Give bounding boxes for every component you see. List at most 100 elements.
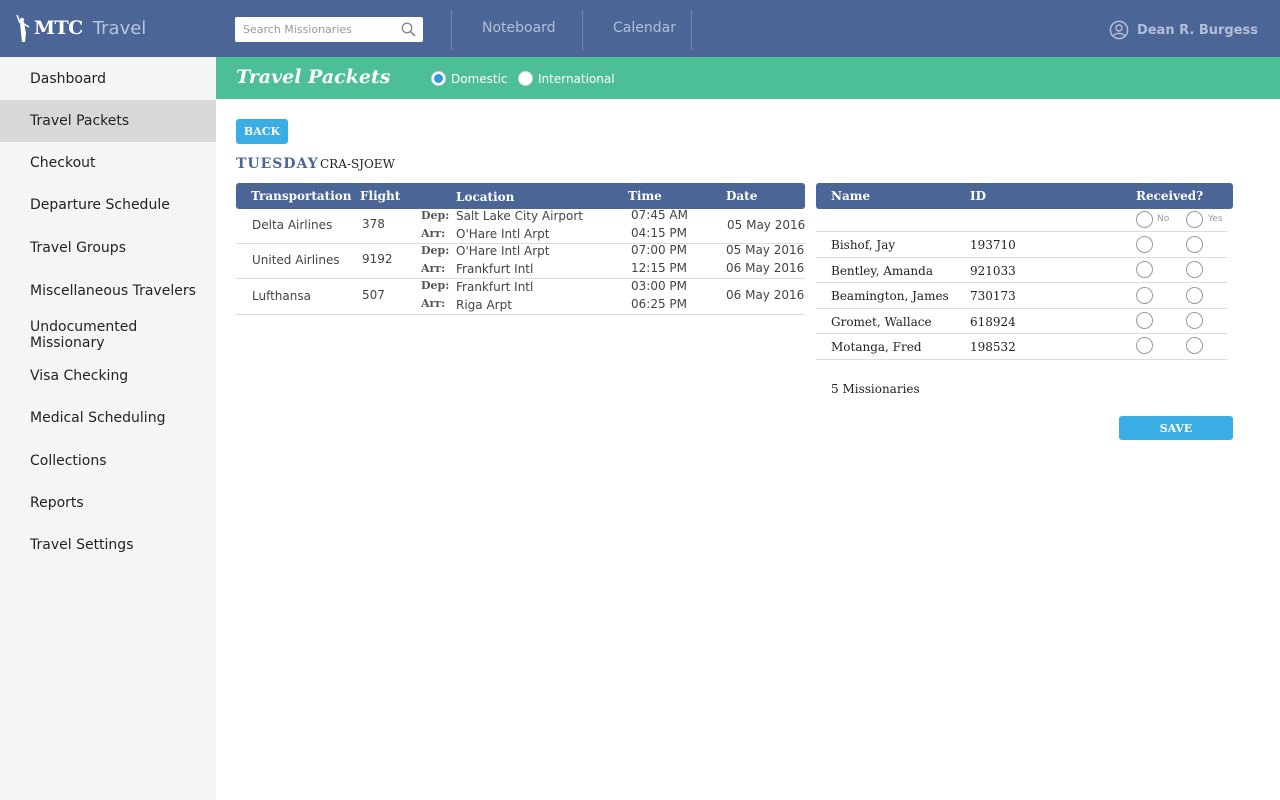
flights-table-header: Transportation Flight Location Time Date: [236, 183, 805, 209]
missionary-name-cell: Gromet, Wallace: [831, 315, 932, 329]
sidebar-item-travel-packets[interactable]: Travel Packets: [0, 100, 216, 142]
sidebar-item-dashboard[interactable]: Dashboard: [30, 71, 106, 87]
column-header-flight: Flight: [360, 189, 401, 203]
sidebar-item-reports[interactable]: Reports: [30, 495, 84, 511]
page-header: Travel Packets Domestic International: [216, 57, 1280, 99]
missionary-name-cell: Motanga, Fred: [831, 340, 922, 354]
received-yes-radio[interactable]: [1186, 236, 1203, 253]
received-yes-radio[interactable]: [1186, 287, 1203, 304]
app-name: Travel: [92, 17, 147, 39]
arr-date-cell: 06 May 2016: [726, 261, 805, 275]
received-yes-radio[interactable]: [1186, 337, 1203, 354]
dep-time-cell: 07:00 PM: [631, 243, 687, 257]
missionary-name-cell: Bishof, Jay: [831, 238, 896, 252]
flight-cell: 507: [362, 288, 385, 302]
arr-time-cell: 12:15 PM: [631, 261, 687, 275]
carrier-cell: United Airlines: [252, 253, 340, 267]
row-divider: [816, 308, 1227, 309]
missionary-id-cell: 193710: [970, 238, 1016, 252]
back-button[interactable]: BACK: [236, 119, 288, 144]
date-cell: 06 May 2016: [726, 288, 805, 302]
column-header-received: Received?: [1136, 189, 1204, 203]
received-no-radio[interactable]: [1136, 236, 1153, 253]
top-bar: MTC Travel Noteboard Calendar Dean R. Bu…: [0, 0, 1280, 57]
dep-time-cell: 03:00 PM: [631, 279, 687, 293]
column-header-transportation: Transportation: [251, 189, 352, 203]
user-avatar-icon: [1109, 20, 1129, 40]
arr-label: Arr:: [421, 297, 446, 310]
missionary-id-cell: 198532: [970, 340, 1016, 354]
international-label: International: [538, 71, 615, 86]
received-yes-radio[interactable]: [1186, 312, 1203, 329]
search-box: [235, 17, 423, 42]
received-yes-all-radio[interactable]: [1186, 211, 1203, 228]
missionary-id-cell: 730173: [970, 289, 1016, 303]
domestic-label: Domestic: [451, 71, 508, 86]
row-divider: [816, 282, 1227, 283]
carrier-cell: Lufthansa: [252, 289, 311, 303]
option-international[interactable]: International: [518, 71, 615, 86]
nav-noteboard[interactable]: Noteboard: [482, 20, 556, 36]
received-no-radio[interactable]: [1136, 312, 1153, 329]
arr-time-cell: 04:15 PM: [631, 226, 687, 240]
domestic-radio[interactable]: [431, 71, 446, 86]
missionary-name-cell: Beamington, James: [831, 289, 949, 303]
column-header-time: Time: [628, 189, 662, 203]
arr-label: Arr:: [421, 262, 446, 275]
column-header-location: Location: [456, 190, 515, 204]
missionary-id-cell: 618924: [970, 315, 1016, 329]
arr-location-cell: Riga Arpt: [456, 298, 512, 312]
column-header-id: ID: [970, 189, 987, 203]
received-no-radio[interactable]: [1136, 287, 1153, 304]
international-radio[interactable]: [518, 71, 533, 86]
row-divider: [236, 243, 805, 244]
option-domestic[interactable]: Domestic: [431, 71, 508, 86]
received-no-radio[interactable]: [1136, 261, 1153, 278]
column-header-name: Name: [831, 189, 871, 203]
dep-location-cell: Frankfurt Intl: [456, 280, 534, 294]
sidebar-item-departure-schedule[interactable]: Departure Schedule: [30, 197, 170, 213]
row-divider: [236, 278, 805, 279]
group-code: CRA-SJOEW: [320, 157, 395, 171]
received-no-radio[interactable]: [1136, 337, 1153, 354]
received-no-label: No: [1157, 214, 1170, 224]
sidebar: Dashboard Travel Packets Checkout Depart…: [0, 57, 216, 800]
arr-label: Arr:: [421, 227, 446, 240]
arr-time-cell: 06:25 PM: [631, 297, 687, 311]
row-divider: [816, 333, 1227, 334]
sidebar-item-travel-groups[interactable]: Travel Groups: [30, 240, 126, 256]
dep-location-cell: O'Hare Intl Arpt: [456, 244, 550, 258]
sidebar-item-visa-checking[interactable]: Visa Checking: [30, 368, 129, 384]
row-divider: [816, 257, 1227, 258]
nav-divider: [691, 10, 692, 50]
sidebar-item-miscellaneous-travelers[interactable]: Miscellaneous Travelers: [30, 283, 196, 299]
missionary-name-cell: Bentley, Amanda: [831, 264, 933, 278]
dep-label: Dep:: [421, 279, 450, 292]
brand-name: MTC: [34, 17, 83, 39]
received-yes-radio[interactable]: [1186, 261, 1203, 278]
received-no-all-radio[interactable]: [1136, 211, 1153, 228]
dep-label: Dep:: [421, 244, 450, 257]
column-header-date: Date: [726, 189, 758, 203]
user-menu[interactable]: Dean R. Burgess: [1109, 20, 1258, 40]
search-icon[interactable]: [401, 22, 416, 37]
row-divider: [816, 231, 1227, 232]
dep-time-cell: 07:45 AM: [631, 208, 688, 222]
logo[interactable]: MTC Travel: [14, 12, 146, 44]
received-yes-label: Yes: [1208, 214, 1223, 224]
save-button[interactable]: SAVE: [1119, 416, 1233, 440]
angel-moroni-icon: [16, 14, 30, 42]
sidebar-item-medical-scheduling[interactable]: Medical Scheduling: [30, 410, 166, 426]
sidebar-item-undocumented-missionary[interactable]: Undocumented Missionary: [30, 319, 138, 351]
nav-calendar[interactable]: Calendar: [613, 20, 676, 36]
row-divider: [236, 314, 805, 315]
sidebar-item-travel-settings[interactable]: Travel Settings: [30, 537, 134, 553]
sidebar-item-checkout[interactable]: Checkout: [30, 155, 96, 171]
flight-cell: 378: [362, 217, 385, 231]
page-title: Travel Packets: [236, 66, 391, 88]
nav-divider: [582, 10, 583, 50]
carrier-cell: Delta Airlines: [252, 218, 333, 232]
sidebar-item-collections[interactable]: Collections: [30, 453, 107, 469]
search-input[interactable]: [235, 17, 395, 42]
missionary-id-cell: 921033: [970, 264, 1016, 278]
